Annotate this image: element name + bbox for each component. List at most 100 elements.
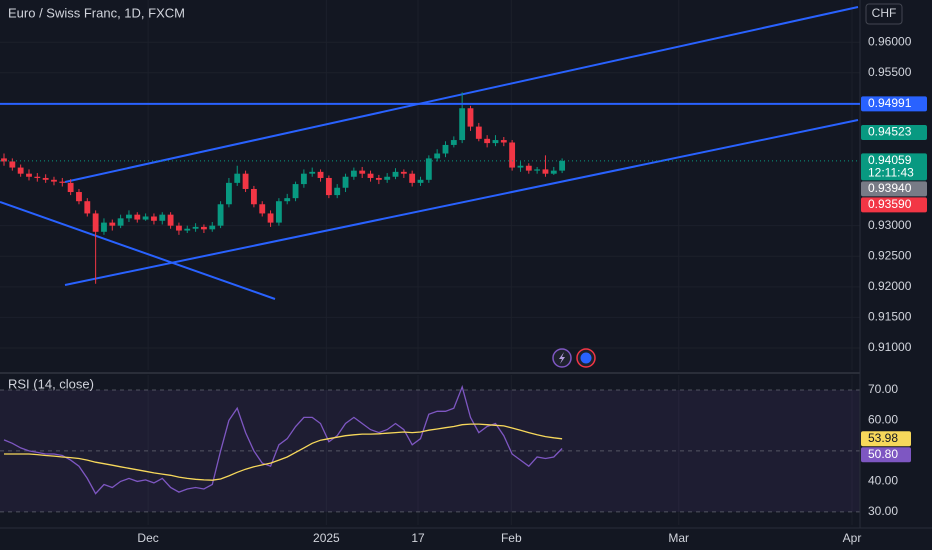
- x-tick-label: 17: [411, 531, 425, 545]
- price-label-box: [861, 125, 927, 141]
- candle-body: [242, 173, 249, 189]
- candle-body: [400, 171, 407, 174]
- candle-body: [192, 226, 199, 229]
- candle-body: [201, 226, 207, 230]
- candle-body: [250, 188, 257, 205]
- candle-body: [309, 171, 316, 174]
- chart-title: Euro / Swiss Franc, 1D, FXCM: [8, 5, 185, 20]
- trend-line: [64, 119, 859, 286]
- price-label: 0.93940: [868, 181, 912, 195]
- candle-body: [550, 170, 557, 174]
- y-tick-label: 0.96000: [868, 34, 912, 48]
- candle-body: [26, 173, 32, 177]
- indicator-title: RSI (14, close): [8, 376, 94, 391]
- price-label: 0.94991: [868, 96, 912, 110]
- x-tick-label: Feb: [501, 531, 522, 545]
- candle-body: [492, 140, 499, 144]
- candle-body: [225, 182, 232, 205]
- candle-body: [59, 181, 66, 183]
- x-tick-label: 2025: [313, 531, 340, 545]
- price-label-box: [861, 96, 927, 112]
- candle-body: [375, 177, 382, 180]
- x-tick-label: Mar: [668, 531, 689, 545]
- trend-line: [64, 6, 859, 183]
- candle-body: [467, 108, 474, 127]
- candle-body: [17, 167, 24, 174]
- candle-body: [51, 179, 57, 182]
- candle-body: [184, 228, 191, 231]
- y-tick-label: 60.00: [868, 413, 898, 427]
- rsi-line: [4, 423, 563, 481]
- y-tick-label: 0.95500: [868, 65, 912, 79]
- candle-body: [334, 187, 341, 196]
- candle-body: [350, 170, 357, 177]
- rsi-band: [0, 389, 860, 512]
- flag-glyph: [580, 352, 592, 364]
- candle-body: [109, 222, 116, 226]
- y-tick-label: 0.92000: [868, 279, 912, 293]
- candle-body: [267, 213, 274, 223]
- trend-line: [0, 201, 276, 300]
- x-tick-label: Dec: [137, 531, 158, 545]
- candle-body: [475, 126, 482, 139]
- candle-body: [292, 184, 299, 199]
- y-tick-label: 0.92500: [868, 248, 912, 262]
- value-label: 50.80: [868, 447, 898, 461]
- x-tick-label: Apr: [843, 531, 862, 545]
- price-label: 0.93590: [868, 197, 912, 211]
- pane-separator: [0, 372, 860, 374]
- rsi-line: [3, 384, 563, 495]
- candle-body: [217, 204, 224, 226]
- candle-body: [450, 140, 457, 145]
- candle-body: [500, 140, 507, 143]
- y-tick-label: 0.91500: [868, 310, 912, 324]
- candle-body: [9, 161, 16, 168]
- candle-body: [209, 225, 216, 230]
- candle-body: [509, 142, 516, 168]
- y-tick-label: 70.00: [868, 382, 898, 396]
- price-label-box: [861, 153, 927, 181]
- value-label: 53.98: [868, 431, 898, 445]
- candle-body: [392, 171, 399, 177]
- candle-body: [459, 108, 466, 141]
- candle-body: [275, 201, 282, 223]
- candle-body: [259, 204, 266, 214]
- y-tick-label: 30.00: [868, 504, 898, 518]
- candle-body: [151, 216, 157, 221]
- candle-body: [1, 158, 7, 162]
- candle-body: [325, 177, 332, 196]
- candle-body: [442, 144, 449, 154]
- candle-body: [167, 214, 174, 226]
- price-label-box: [861, 197, 927, 213]
- candle-body: [101, 222, 107, 232]
- candle-body: [234, 173, 241, 183]
- candle-body: [525, 165, 532, 171]
- value-label-box: [861, 431, 911, 447]
- candle-body: [534, 169, 541, 171]
- candle-body: [300, 173, 307, 185]
- price-label: 0.94523: [868, 125, 912, 139]
- candle-body: [517, 165, 524, 168]
- indicator-icons: [552, 348, 596, 368]
- candle-body: [76, 192, 82, 202]
- candle-body: [92, 213, 99, 232]
- candle-body: [134, 214, 141, 220]
- value-label-box: [861, 447, 911, 463]
- candle-body: [42, 177, 49, 180]
- countdown: 12:11:43: [868, 166, 914, 180]
- candle-body: [159, 214, 166, 221]
- y-tick-label: 0.91000: [868, 340, 912, 354]
- lightning-glyph: [559, 352, 565, 364]
- candle-body: [117, 218, 124, 226]
- currency-button[interactable]: [865, 3, 903, 25]
- candle-body: [417, 179, 424, 183]
- candle-body: [317, 171, 324, 178]
- candle-body: [425, 158, 432, 180]
- candle-body: [384, 176, 391, 180]
- candle-body: [484, 138, 491, 144]
- candle-body: [559, 160, 566, 171]
- currency-label: CHF: [872, 6, 897, 20]
